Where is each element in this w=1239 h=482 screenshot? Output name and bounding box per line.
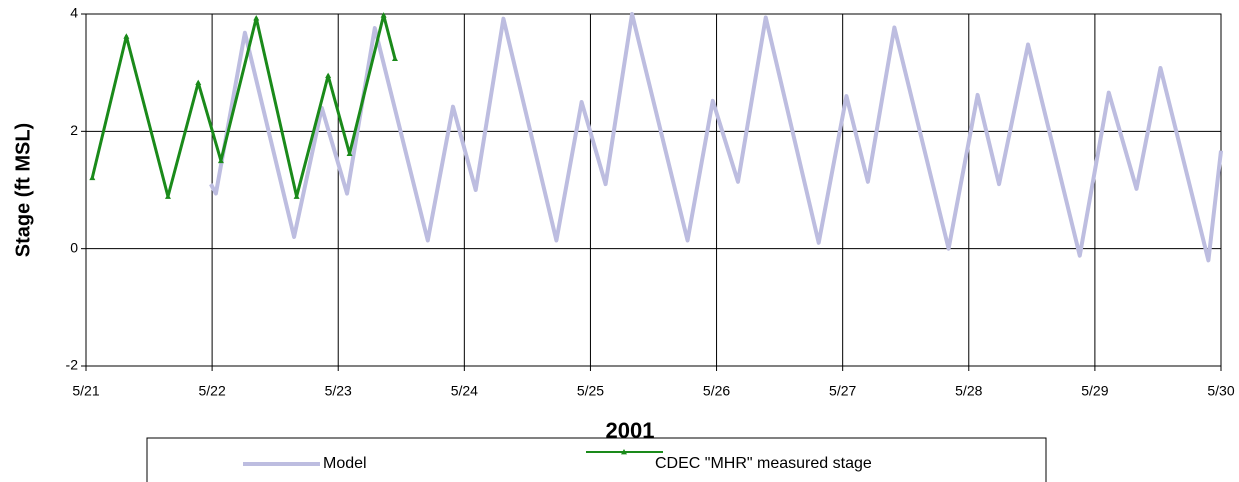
point-marker <box>217 157 224 164</box>
y-tick-label: 2 <box>70 122 78 138</box>
x-tick-label: 5/29 <box>1081 383 1108 399</box>
y-tick-label: -2 <box>66 357 79 373</box>
point-marker <box>164 193 171 199</box>
point-marker <box>346 150 353 157</box>
x-tick-label: 5/26 <box>703 383 730 399</box>
legend-marker <box>621 449 627 455</box>
plot-frame <box>85 13 1222 367</box>
x-tick-label: 5/24 <box>451 383 478 399</box>
x-tick-label: 5/21 <box>72 383 99 399</box>
point-marker <box>391 55 398 61</box>
y-axis-title: Stage (ft MSL) <box>12 123 34 257</box>
legend-label: CDEC "MHR" measured stage <box>655 455 872 472</box>
point-marker <box>380 12 387 18</box>
x-tick-label: 5/28 <box>955 383 982 399</box>
point-marker <box>293 193 300 199</box>
point-marker <box>123 33 130 39</box>
series-line <box>209 12 1223 263</box>
x-tick-label: 5/23 <box>325 383 352 399</box>
y-tick-label: 4 <box>70 5 78 21</box>
y-tick-label: 0 <box>70 239 78 255</box>
point-marker <box>195 79 202 86</box>
x-tick-label: 5/27 <box>829 383 856 399</box>
legend-label: Model <box>323 455 367 472</box>
legend-box <box>146 437 1047 482</box>
x-tick-label: 5/25 <box>577 383 604 399</box>
x-tick-label: 5/30 <box>1207 383 1234 399</box>
point-marker <box>253 15 260 21</box>
point-marker <box>325 72 332 78</box>
x-tick-label: 5/22 <box>198 383 225 399</box>
point-marker <box>89 174 96 181</box>
